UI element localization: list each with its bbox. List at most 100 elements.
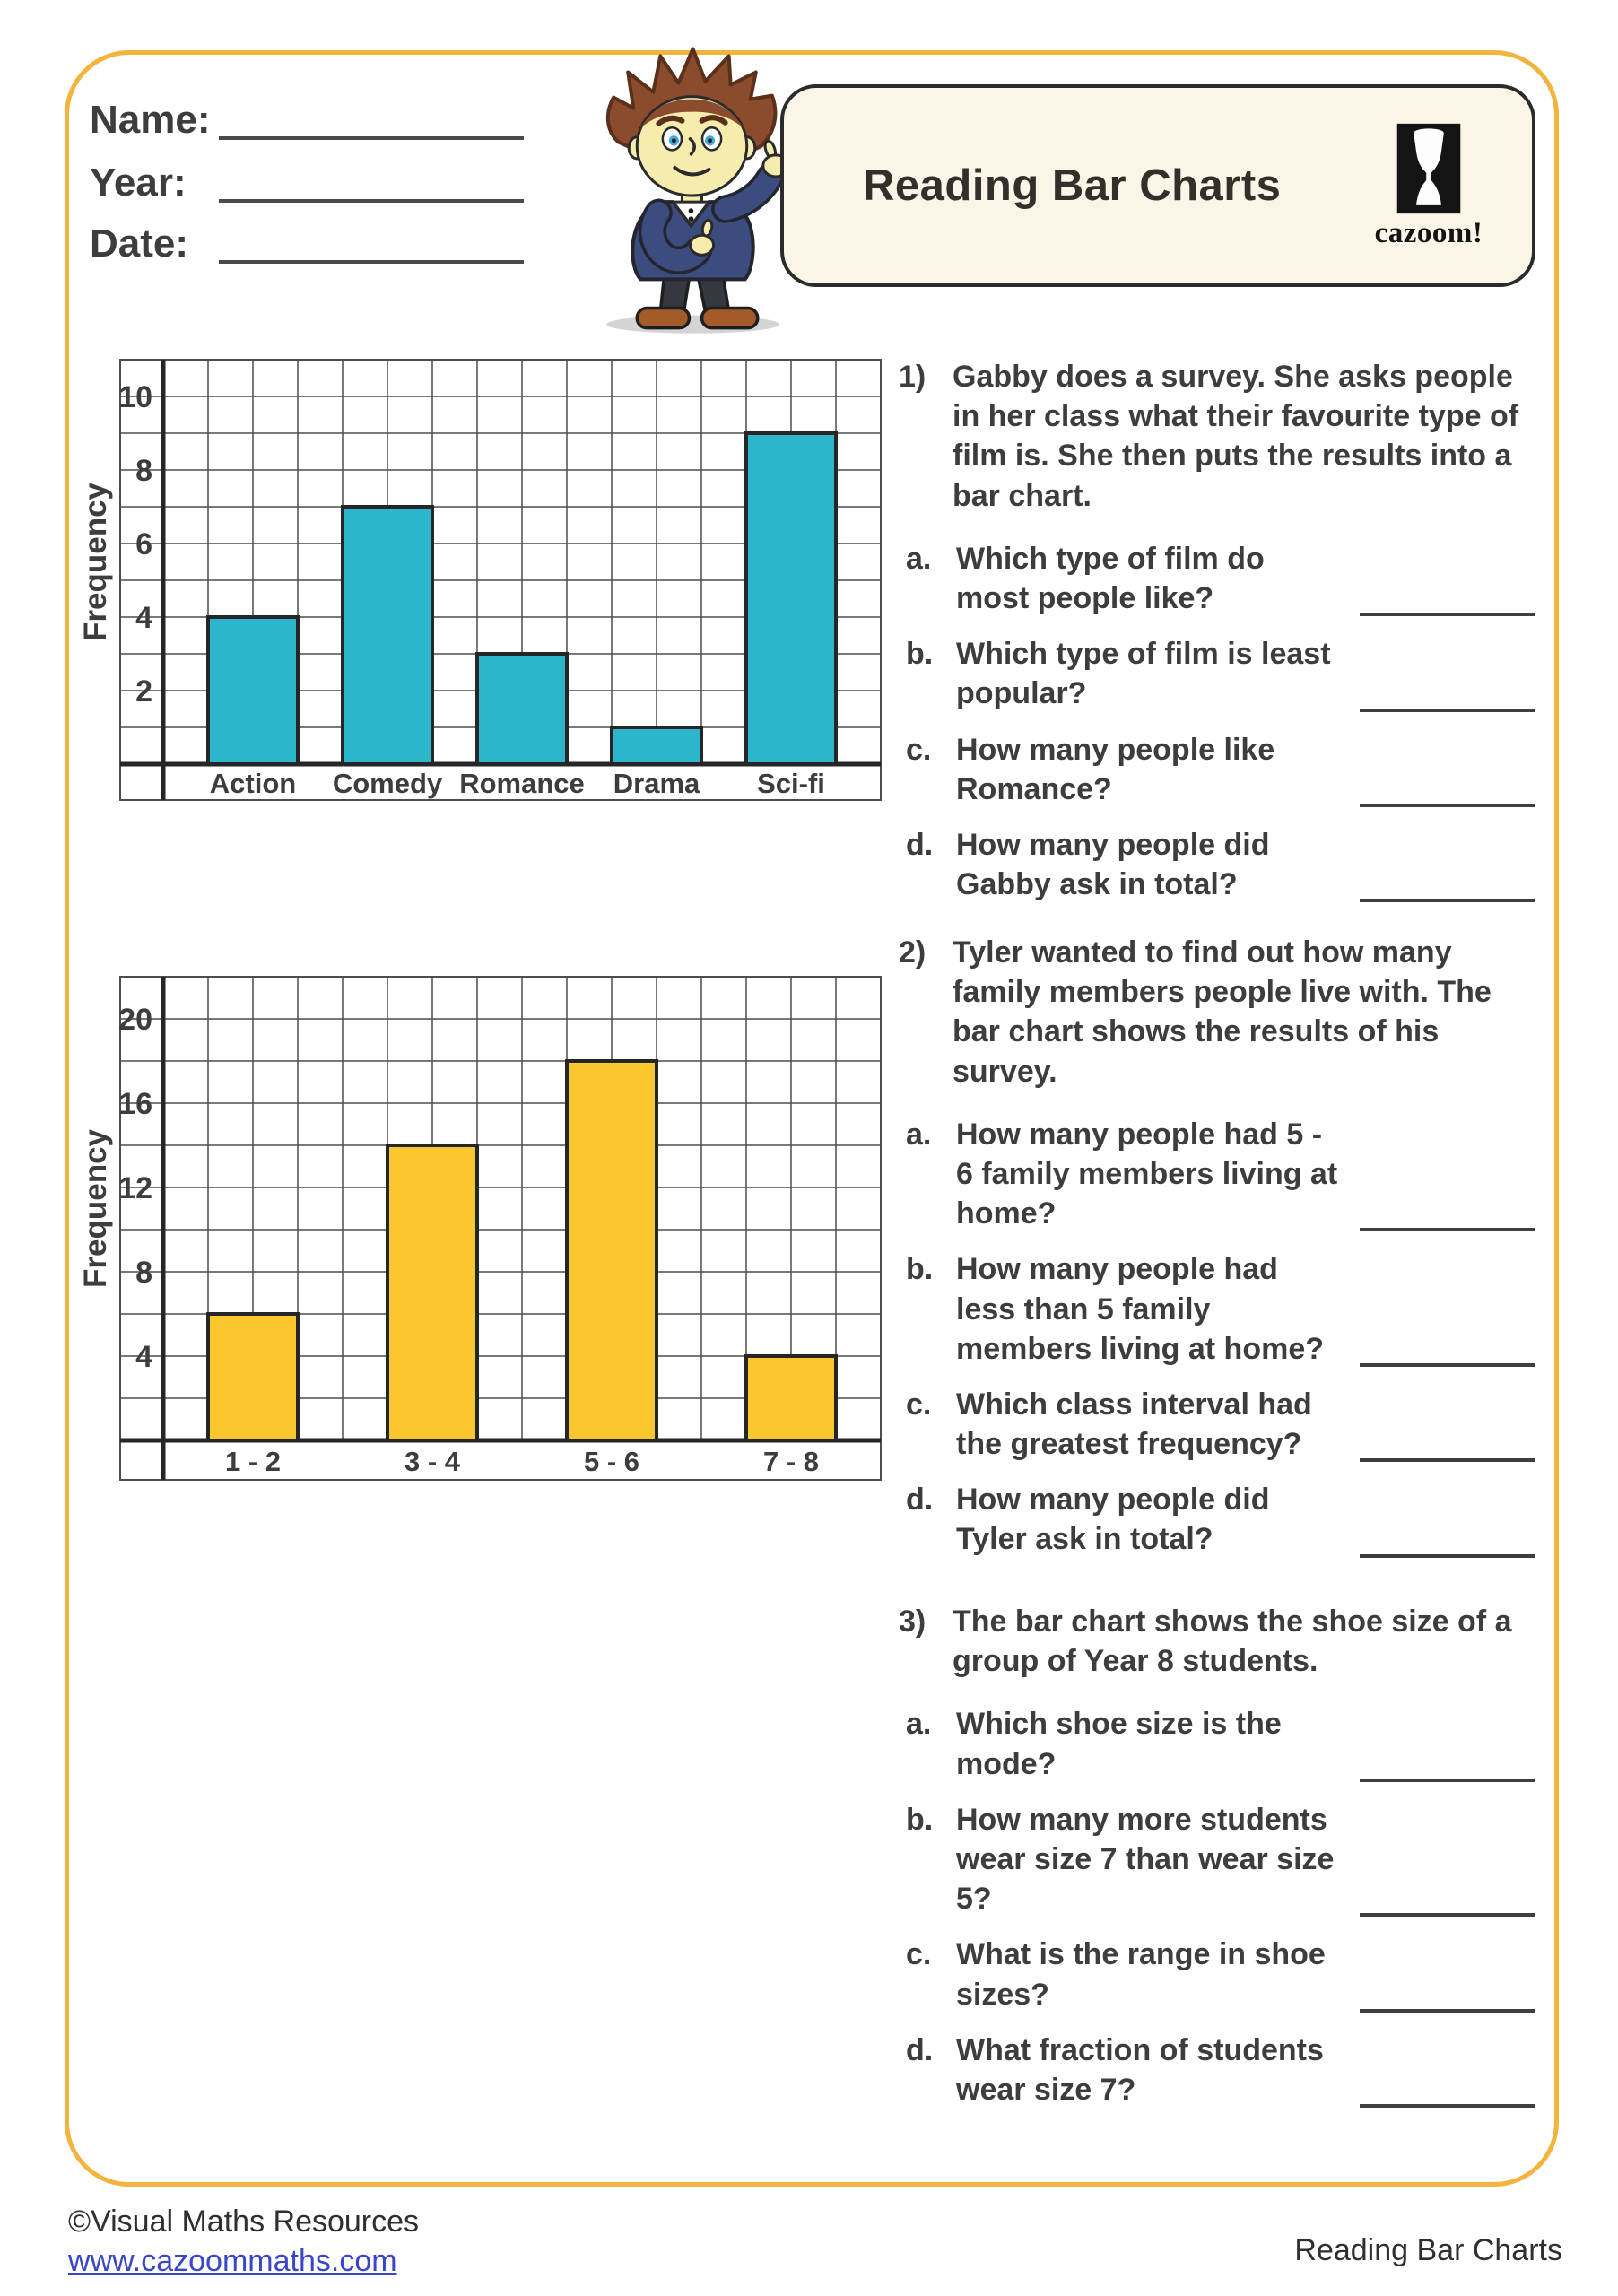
date-label: Date: [90, 222, 189, 265]
favourite-film-frequency-svg: 2 4 6 8 10 Action Comedy Romance Drama Sci-fi Freq… [78, 359, 882, 801]
question-part: d. How many people did Tyler ask in tota… [906, 1480, 1535, 1559]
category-label: 7 - 8 [763, 1446, 819, 1477]
answer-line [1360, 1228, 1535, 1232]
answer-line [1360, 1458, 1535, 1463]
answer-line [1360, 1778, 1535, 1782]
question-part: a. Which shoe size is the mode? [906, 1704, 1535, 1783]
question-intro: Gabby does a survey. She asks people in … [953, 360, 1519, 513]
question-intro: Tyler wanted to find out how many family… [953, 935, 1492, 1089]
y-tick-label: 10 [118, 380, 152, 414]
category-label: Romance [459, 768, 585, 799]
question-number: 2) [899, 935, 926, 970]
category-label: 1 - 2 [225, 1446, 281, 1477]
year-label: Year: [90, 161, 187, 204]
answer-line [1360, 2008, 1535, 2013]
title-banner: Reading Bar Charts cazoom! [780, 84, 1535, 287]
question-part: b. Which type of film is least popular? [906, 634, 1535, 713]
part-text: How many people like Romance? [956, 732, 1275, 806]
part-text: Which shoe size is the mode? [956, 1707, 1282, 1781]
part-letter: a. [906, 541, 932, 576]
y-tick-label: 8 [135, 1256, 152, 1290]
cazoommaths-link[interactable]: www.cazoommaths.com [68, 2244, 397, 2278]
part-text: What fraction of students wear size 7? [956, 2032, 1324, 2107]
bar-Romance [475, 652, 569, 766]
question-part: a. Which type of film do most people lik… [906, 539, 1535, 618]
category-label: Comedy [333, 768, 443, 799]
part-text: How many more students wear size 7 than … [956, 1802, 1335, 1917]
part-text: Which class interval had the greatest fr… [956, 1387, 1312, 1462]
y-tick-label: 6 [135, 527, 152, 561]
part-text: How many people did Gabby ask in total? [956, 827, 1270, 902]
y-tick-label: 4 [135, 601, 152, 635]
part-letter: b. [906, 1252, 934, 1287]
student-cartoon-illustration [581, 34, 811, 334]
cazoom-logo: cazoom! [1361, 122, 1496, 250]
copyright-text: ©Visual Maths Resources [68, 2205, 420, 2239]
answer-line [1360, 1913, 1535, 1918]
category-label: 5 - 6 [584, 1446, 639, 1477]
question-part: c. What is the range in shoe sizes? [906, 1935, 1535, 2013]
year-blank-line [219, 161, 524, 203]
answer-line [1360, 899, 1535, 903]
bar-7 - 8 [744, 1354, 838, 1442]
name-field-row: Name: [90, 90, 524, 140]
y-tick-label: 16 [118, 1087, 152, 1121]
category-label: Drama [613, 768, 700, 799]
answer-line [1360, 708, 1535, 712]
answer-line [1360, 613, 1535, 617]
y-axis-title: Frequency [78, 482, 113, 641]
part-text: How many people did Tyler ask in total? [956, 1483, 1270, 1557]
cazoom-logo-text: cazoom! [1374, 216, 1483, 249]
page-border [65, 50, 1559, 2187]
page-title: Reading Bar Charts [863, 161, 1282, 210]
part-text: How many people had less than 5 family m… [956, 1252, 1324, 1366]
question-part: c. How many people like Romance? [906, 730, 1535, 809]
part-letter: b. [906, 637, 934, 672]
part-letter: c. [906, 1387, 932, 1422]
shoe-size-bar-chart [75, 1593, 824, 2189]
name-label: Name: [90, 98, 211, 142]
date-field-row: Date: [90, 213, 524, 264]
question-part: b. How many more students wear size 7 th… [906, 1800, 1535, 1919]
question-part: d. What fraction of students wear size 7… [906, 2031, 1535, 2109]
favourite-film-bar-chart: 2 4 6 8 10 Action Comedy Romance Drama Sci-fi Freq… [75, 357, 887, 805]
question-part: b. How many people had less than 5 famil… [906, 1249, 1535, 1369]
part-letter: c. [906, 1937, 932, 1972]
bar-5 - 6 [565, 1059, 658, 1442]
answer-line [1360, 1553, 1535, 1558]
bar-Drama [610, 726, 703, 766]
y-tick-label: 2 [135, 674, 152, 709]
part-letter: a. [906, 1707, 932, 1742]
part-letter: b. [906, 1802, 934, 1837]
family-members-frequency-svg: 4 8 12 16 20 1 - 2 3 - 4 5 - 6 7 - 8 Frequency [78, 976, 882, 1481]
family-members-bar-chart: 4 8 12 16 20 1 - 2 3 - 4 5 - 6 7 - 8 Frequency [75, 974, 887, 1485]
bar-Sci-fi [744, 431, 838, 766]
y-axis-title: Frequency [78, 1128, 113, 1288]
year-field-row: Year: [90, 152, 524, 203]
category-label: 3 - 4 [404, 1446, 461, 1477]
answer-line [1360, 2104, 1535, 2109]
part-letter: c. [906, 732, 932, 767]
question-number: 3) [899, 1605, 926, 1639]
part-text: What is the range in shoe sizes? [956, 1937, 1326, 2012]
y-tick-label: 20 [118, 1003, 152, 1037]
bar-3 - 4 [386, 1144, 479, 1442]
question-part: d. How many people did Gabby ask in tota… [906, 825, 1535, 904]
question-1: 1) Gabby does a survey. She asks people … [899, 357, 1535, 904]
y-tick-label: 12 [118, 1171, 152, 1205]
bar-Comedy [341, 505, 434, 766]
category-label: Action [210, 768, 296, 799]
part-text: Which type of film is least popular? [956, 637, 1331, 711]
date-blank-line [219, 222, 524, 264]
part-letter: d. [906, 1483, 934, 1518]
part-text: How many people had 5 - 6 family members… [956, 1117, 1338, 1231]
document-title-footer: Reading Bar Charts [1294, 2233, 1562, 2267]
part-letter: d. [906, 2032, 934, 2067]
answer-line [1360, 803, 1535, 807]
part-letter: d. [906, 827, 934, 862]
bar-1 - 2 [206, 1312, 300, 1442]
y-tick-label: 4 [135, 1340, 152, 1374]
name-blank-line [219, 99, 524, 140]
question-2: 2) Tyler wanted to find out how many fam… [899, 933, 1535, 1560]
